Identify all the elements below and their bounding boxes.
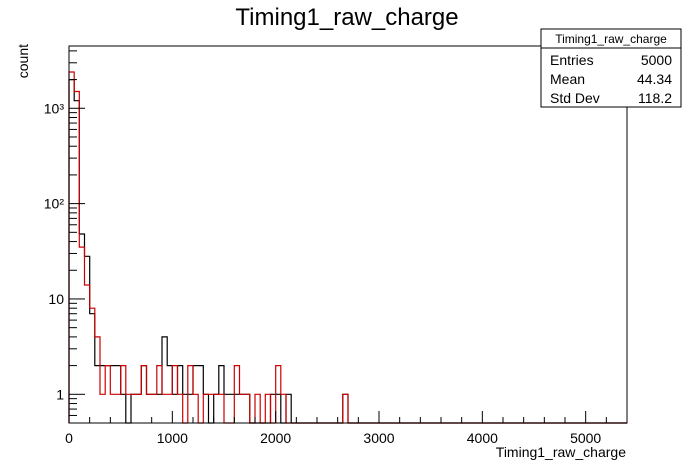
stats-box: Timing1_raw_charge Entries 5000 Mean 44.…: [540, 28, 682, 108]
stats-box-frame: [540, 28, 682, 108]
stats-entries-value: 5000: [641, 52, 672, 68]
chart-title: Timing1_raw_charge: [235, 4, 458, 31]
stats-mean-value: 44.34: [637, 71, 672, 87]
axes-layer: 0 1000 2000 3000 4000 5000 1 10 10² 10³: [44, 50, 628, 446]
x-tick-label: 2000: [260, 430, 291, 446]
stats-stddev-label: Std Dev: [550, 90, 600, 106]
plot-frame: [68, 45, 628, 424]
y-tick-label: 10³: [44, 100, 65, 116]
stats-entries-label: Entries: [550, 52, 594, 68]
x-tick-label: 0: [65, 430, 73, 446]
y-tick-label: 1: [56, 386, 64, 402]
x-tick-label: 1000: [157, 430, 188, 446]
x-tick-label: 5000: [570, 430, 601, 446]
y-tick-label: 10: [48, 291, 64, 307]
x-tick-label: 3000: [363, 430, 394, 446]
y-axis-label: count: [15, 44, 31, 78]
x-tick-label: 4000: [467, 430, 498, 446]
y-tick-label: 10²: [44, 196, 65, 212]
stats-box-title: Timing1_raw_charge: [555, 32, 667, 46]
x-axis-label: Timing1_raw_charge: [496, 444, 626, 460]
stats-mean-label: Mean: [550, 71, 585, 87]
stats-stddev-value: 118.2: [638, 90, 672, 106]
